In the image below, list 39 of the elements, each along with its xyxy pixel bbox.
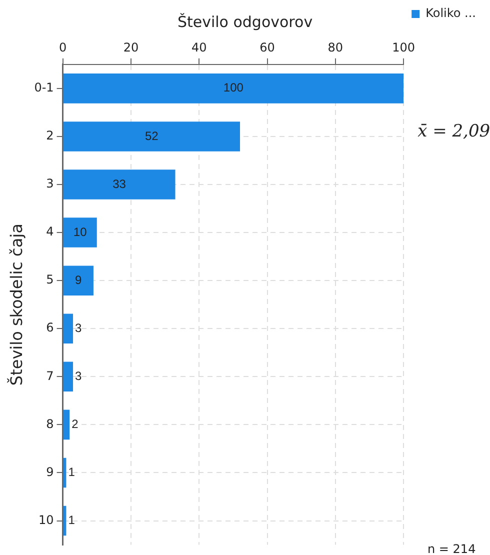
y-tick-label: 7 [46, 368, 54, 383]
bar [63, 218, 97, 248]
x-tick-label: 0 [58, 40, 67, 54]
bar [63, 266, 94, 296]
x-tick-label: 20 [123, 40, 139, 54]
x-tick-label: 100 [392, 40, 416, 54]
y-axis-title: Število skodelic čaja [6, 224, 26, 386]
text: n = 214 [427, 542, 476, 555]
x-tick-label: 80 [328, 40, 344, 54]
bar [63, 74, 404, 104]
x-tick-label: 40 [191, 40, 207, 54]
legend-label: Koliko ... [426, 6, 476, 20]
data-label: 1 [68, 465, 76, 480]
data-label: 3 [75, 368, 82, 383]
y-tick-label: 3 [46, 176, 54, 191]
bar [63, 410, 70, 440]
y-tick-label: 5 [46, 272, 54, 287]
bar [63, 362, 74, 392]
y-tick-label: 0-1 [34, 80, 54, 95]
y-tick-label: 2 [46, 128, 54, 143]
data-label: 2 [72, 417, 79, 432]
data-label: 100 [223, 80, 244, 95]
data-label: 3 [75, 320, 82, 335]
data-label: 10 [73, 224, 88, 239]
bar [63, 170, 176, 200]
data-label: 33 [112, 176, 126, 191]
y-tick-label: 10 [38, 512, 54, 527]
y-tick-label: 8 [46, 416, 54, 431]
chart-title: Število odgovorov [177, 12, 313, 31]
text: x̄ = 2,09 [418, 121, 490, 142]
y-tick-label: 9 [46, 464, 54, 479]
data-label: 52 [144, 128, 159, 143]
bar [63, 122, 240, 152]
y-tick-label: 4 [46, 224, 54, 239]
data-label: 9 [75, 272, 82, 287]
y-tick-label: 6 [46, 320, 54, 335]
x-tick-label: 60 [260, 40, 275, 54]
data-label: 1 [68, 513, 76, 528]
bar [63, 314, 74, 344]
